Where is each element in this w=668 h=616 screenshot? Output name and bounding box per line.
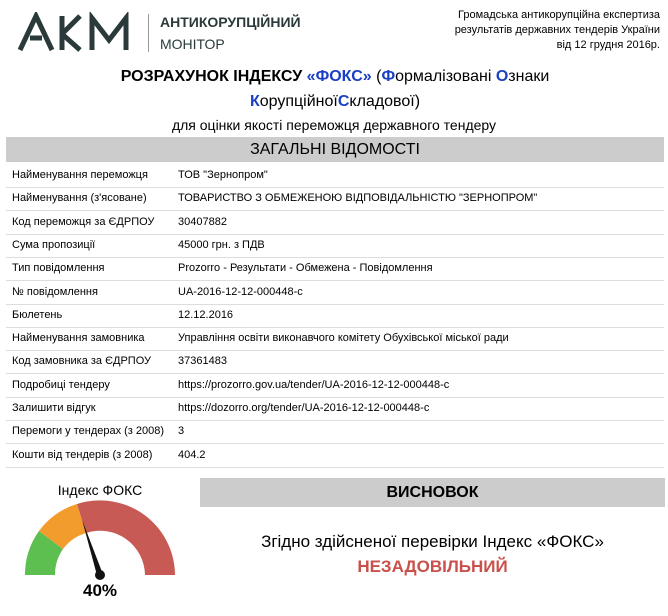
row-value: 3	[178, 425, 185, 438]
verdict: НЕЗАДОВІЛЬНИЙ	[357, 557, 508, 576]
row-value: https://dozorro.org/tender/UA-2016-12-12…	[178, 402, 430, 414]
row-label: Сума пропозиції	[12, 238, 96, 251]
section-header: ЗАГАЛЬНІ ВІДОМОСТІ	[6, 137, 664, 162]
row-label: Код замовника за ЄДРПОУ	[12, 355, 152, 368]
row-value: Prozorro - Результати - Обмежена - Повід…	[178, 262, 433, 275]
title-expansion: знаки	[508, 68, 550, 85]
table-row: Залишити відгук https://dozorro.org/tende…	[6, 397, 664, 421]
header-note: Громадська антикорупційна експертиза рез…	[455, 8, 660, 53]
row-label: Кошти від тендерів (з 2008)	[12, 448, 153, 461]
needle-hub	[95, 570, 105, 580]
org-name: МОНІТОР	[160, 36, 225, 52]
row-value: UA-2016-12-12-000448-c	[178, 285, 303, 298]
table-row: Найменування (з'ясоване) ТОВАРИСТВО З ОБМ…	[6, 187, 664, 212]
table-row: Найменування замовника Управління освіти …	[6, 327, 664, 352]
logo	[18, 12, 129, 52]
table-row: Сума пропозиції 45000 грн. з ПДВ	[6, 234, 664, 258]
table-row: Кошти від тендерів (з 2008) 404.2	[6, 444, 664, 468]
table-row: Бюлетень 12.12.2016	[6, 304, 664, 328]
note-line: від 12 грудня 2016р.	[556, 39, 660, 51]
title-expansion: ормалізовані	[395, 68, 496, 85]
row-value: 30407882	[178, 215, 227, 228]
table-row: Код переможця за ЄДРПОУ 30407882	[6, 211, 664, 235]
title-expansion: С	[337, 93, 350, 110]
conclusion-text: Згідно здійсненої перевірки Індекс «ФОКС…	[261, 532, 604, 551]
table-row: Код замовника за ЄДРПОУ 37361483	[6, 350, 664, 375]
note-line: результатів державних тендерів України	[454, 24, 660, 36]
row-value: ТОВАРИСТВО З ОБМЕЖЕНОЮ ВІДПОВІДАЛЬНІСТЮ …	[178, 192, 538, 205]
org-name: АНТИКОРУПЦІЙНИЙ	[160, 14, 301, 30]
table-row: Тип повідомлення Prozorro - Результати - …	[6, 257, 664, 282]
title-expansion: К	[249, 93, 260, 110]
gauge	[24, 500, 175, 580]
title-expansion: (	[376, 68, 382, 85]
row-value: 45000 грн. з ПДВ	[178, 238, 265, 251]
row-label: Перемоги у тендерах (з 2008)	[12, 425, 165, 438]
row-label: Подробиці тендеру	[12, 378, 110, 391]
title-expansion: орупційної	[259, 93, 338, 110]
subtitle: для оцінки якості переможця державного т…	[171, 117, 497, 133]
note-line: Громадська антикорупційна експертиза	[458, 9, 660, 21]
row-label: № повідомлення	[12, 285, 98, 298]
row-value: Управління освіти виконавчого комітету О…	[178, 332, 509, 345]
row-label: Тип повідомлення	[12, 262, 105, 275]
title-expansion: кладової)	[349, 93, 421, 110]
title-brand: «ФОКС»	[306, 68, 372, 85]
title-expansion: Ф	[381, 68, 396, 85]
row-value: 12.12.2016	[178, 308, 234, 321]
table-row: Подробиці тендеру https://prozorro.gov.ua…	[6, 374, 664, 398]
title: РОЗРАХУНОК ІНДЕКСУ «ФОКС» (Формалізовані…	[40, 64, 630, 114]
gauge-value: 40%	[82, 581, 118, 600]
row-label: Найменування переможця	[12, 169, 148, 181]
conclusion-header: ВИСНОВОК	[200, 478, 665, 507]
gauge-title: Індекс ФОКС	[57, 482, 143, 498]
row-value: https://prozorro.gov.ua/tender/UA-2016-1…	[178, 378, 450, 391]
title-main: РОЗРАХУНОК ІНДЕКСУ	[120, 68, 303, 85]
title-expansion: О	[495, 68, 509, 85]
row-label: Залишити відгук	[12, 402, 96, 414]
table-row: Перемоги у тендерах (з 2008) 3	[6, 420, 664, 445]
divider	[148, 14, 149, 52]
row-value: 404.2	[178, 448, 206, 461]
row-label: Бюлетень	[12, 308, 63, 321]
row-label: Найменування замовника	[12, 332, 145, 345]
row-value: ТОВ "Зернопром"	[178, 169, 268, 181]
row-label: Найменування (з'ясоване)	[12, 192, 147, 205]
gauge-needle	[82, 519, 103, 576]
table-row: № повідомлення UA-2016-12-12-000448-c	[6, 281, 664, 305]
row-value: 37361483	[178, 355, 227, 368]
row-label: Код переможця за ЄДРПОУ	[12, 215, 155, 228]
table-row: Найменування переможця ТОВ "Зернопром"	[6, 164, 664, 188]
